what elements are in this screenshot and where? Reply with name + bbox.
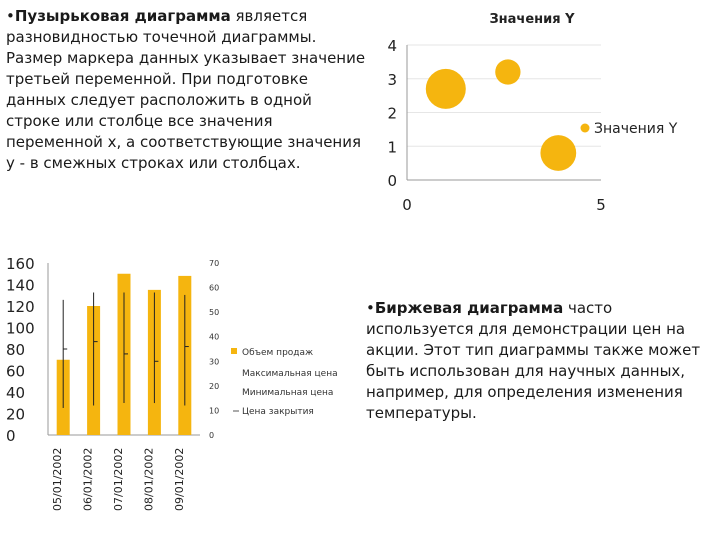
price-series <box>62 292 189 408</box>
legend: Значения Y <box>580 121 678 137</box>
bubble-point <box>425 68 466 109</box>
y-right-tick-label: 30 <box>209 357 219 366</box>
y-left-tick-label: 160 <box>6 255 35 273</box>
legend-label: Значения Y <box>594 121 678 137</box>
legend: Объем продаж Максимальная цена Минимальн… <box>231 348 338 417</box>
legend-marker <box>580 123 590 133</box>
bubble-description: •Пузырьковая диаграмма является разновид… <box>6 6 366 174</box>
chart-plot-area: 0 1 2 3 4 0 5 <box>387 37 605 214</box>
x-tick-label: 05/01/2002 <box>51 448 64 511</box>
y-right-tick-label: 40 <box>209 333 219 342</box>
legend-marker-volume <box>231 348 237 354</box>
stock-term: Биржевая диаграмма <box>374 299 564 317</box>
y-axis-right: 0 10 20 30 40 50 60 70 <box>209 259 219 440</box>
y-right-tick-label: 0 <box>209 431 214 440</box>
bubble-point <box>495 59 521 85</box>
y-right-tick-label: 50 <box>209 308 219 317</box>
y-tick-label: 1 <box>387 138 397 156</box>
legend-label-close: Цена закрытия <box>242 407 314 417</box>
bubble-series <box>425 59 577 171</box>
y-axis-left: 0 20 40 60 80 100 120 140 160 <box>6 255 200 445</box>
x-tick-label: 06/01/2002 <box>82 448 95 511</box>
bubble-point <box>540 135 577 171</box>
y-left-tick-label: 140 <box>6 277 35 295</box>
y-right-tick-label: 60 <box>209 284 219 293</box>
stock-description-text: часто используется для демонстрации цен … <box>366 299 701 422</box>
stock-chart: 0 20 40 60 80 100 120 140 160 0 10 20 30 40 50 60 70 05… <box>6 255 338 511</box>
y-tick-label: 3 <box>387 71 397 89</box>
y-right-tick-label: 70 <box>209 259 219 268</box>
bubble-chart: Значения Y 0 1 2 3 4 0 5 Значения Y <box>387 12 678 214</box>
y-left-tick-label: 0 <box>6 427 16 445</box>
y-left-tick-label: 80 <box>6 341 25 359</box>
y-left-tick-label: 120 <box>6 298 35 316</box>
legend-label-low: Минимальная цена <box>242 388 333 398</box>
y-left-tick-label: 20 <box>6 406 25 424</box>
bullet: • <box>366 299 375 317</box>
y-left-tick-label: 60 <box>6 363 25 381</box>
y-tick-label: 2 <box>387 105 397 123</box>
chart-title: Значения Y <box>489 12 575 27</box>
legend-label-volume: Объем продаж <box>242 348 313 358</box>
bubble-description-text: является разновидностью точечной диаграм… <box>6 7 366 172</box>
bullet: • <box>6 7 15 25</box>
y-tick-label: 0 <box>387 172 397 190</box>
x-tick-label: 5 <box>596 196 606 214</box>
x-tick-label: 08/01/2002 <box>142 448 155 511</box>
y-right-tick-label: 20 <box>209 382 219 391</box>
x-tick-label: 09/01/2002 <box>173 448 186 511</box>
bubble-term: Пузырьковая диаграмма <box>14 7 231 25</box>
stock-description: •Биржевая диаграмма часто используется д… <box>366 298 718 424</box>
y-left-tick-label: 40 <box>6 384 25 402</box>
legend-label-high: Максимальная цена <box>242 369 338 379</box>
y-right-tick-label: 10 <box>209 406 219 415</box>
y-left-tick-label: 100 <box>6 320 35 338</box>
x-tick-label: 0 <box>402 196 412 214</box>
x-tick-label: 07/01/2002 <box>112 448 125 511</box>
y-tick-label: 4 <box>387 37 397 55</box>
x-axis: 05/01/2002 06/01/2002 07/01/2002 08/01/2002… <box>51 448 186 511</box>
